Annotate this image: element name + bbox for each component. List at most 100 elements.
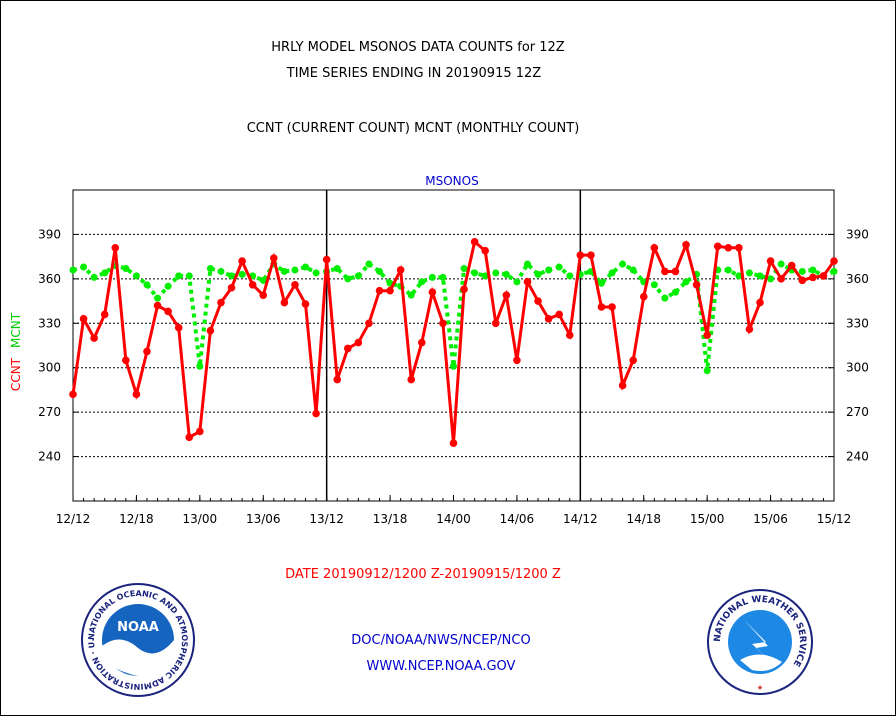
ccnt-point: [386, 286, 394, 295]
ccnt-point: [344, 344, 352, 353]
y-tick-label: 240: [846, 450, 869, 464]
plot-area: [72, 189, 835, 502]
ccnt-point: [724, 243, 733, 252]
noaa-logo-icon: NATIONAL OCEANIC AND ATMOSPHERIC ADMINIS…: [0, 0, 195, 697]
panel-label: MSONOS: [425, 174, 478, 188]
ccnt-point: [79, 315, 88, 323]
mcnt-point: [101, 269, 109, 277]
mcnt-point: [122, 264, 130, 272]
ccnt-point: [798, 276, 807, 285]
mcnt-point: [513, 278, 521, 286]
x-tick-label: 15/12: [817, 512, 852, 526]
ccnt-point: [491, 319, 500, 328]
ccnt-point: [111, 243, 120, 252]
mcnt-point: [90, 273, 98, 281]
mcnt-point: [735, 272, 743, 280]
y-tick-label: 240: [38, 450, 61, 464]
mcnt-point: [650, 281, 658, 289]
ccnt-point: [354, 338, 363, 347]
mcnt-point: [619, 260, 627, 268]
ccnt-point: [682, 240, 690, 249]
ccnt-point: [544, 315, 553, 323]
mcnt-point: [132, 272, 140, 280]
chart-note: CCNT (CURRENT COUNT) MCNT (MONTHLY COUNT…: [247, 121, 580, 136]
mcnt-point: [798, 267, 806, 275]
x-tick-label: 12/18: [119, 512, 154, 526]
ccnt-point: [713, 242, 722, 251]
ccnt-point: [174, 323, 183, 332]
ccnt-point: [417, 338, 426, 347]
mcnt-point: [450, 362, 457, 370]
x-tick-label: 13/06: [246, 512, 281, 526]
y-tick-label: 270: [846, 405, 869, 419]
mcnt-point: [196, 362, 204, 370]
mcnt-point: [175, 272, 183, 280]
svg-text:NATIONAL OCEANIC AND ATMOSPHER: NATIONAL OCEANIC AND ATMOSPHERIC ADMINIS…: [0, 0, 189, 691]
x-tick-label: 13/00: [183, 512, 218, 526]
mcnt-point: [830, 267, 838, 275]
mcnt-point: [206, 264, 214, 272]
y-tick-label: 360: [38, 272, 61, 286]
mcnt-point: [460, 264, 468, 272]
y-tick-label: 330: [38, 316, 61, 330]
mcnt-point: [597, 279, 605, 287]
ccnt-point: [185, 433, 194, 442]
mcnt-point: [365, 260, 373, 268]
mcnt-point: [523, 260, 531, 268]
mcnt-point: [767, 275, 775, 283]
ccnt-point: [692, 280, 701, 289]
series-ccnt: [69, 238, 838, 448]
x-axis-label: DATE 20190912/1200 Z-20190915/1200 Z: [285, 567, 561, 582]
ccnt-point: [629, 356, 637, 365]
ccnt-point: [206, 326, 215, 335]
y-tick-label: 300: [846, 361, 869, 375]
ccnt-point: [639, 292, 648, 301]
mcnt-point: [724, 266, 732, 274]
ccnt-point: [502, 291, 511, 299]
x-tick-label: 14/06: [500, 512, 535, 526]
mcnt-point: [333, 264, 341, 272]
mcnt-point: [280, 267, 288, 275]
mcnt-point: [545, 266, 553, 274]
x-tick-label: 14/12: [563, 512, 598, 526]
mcnt-point: [428, 273, 436, 281]
ccnt-point: [819, 272, 828, 280]
ccnt-point: [259, 291, 268, 299]
y-tick-label: 390: [38, 227, 61, 241]
ccnt-point: [365, 319, 373, 328]
mcnt-point: [312, 269, 320, 277]
ccnt-point: [587, 251, 595, 259]
mcnt-point: [439, 273, 447, 281]
ccnt-point: [153, 301, 162, 310]
mcnt-point: [661, 294, 669, 302]
ccnt-point: [576, 251, 585, 259]
x-tick-label: 14/18: [626, 512, 661, 526]
ccnt-point: [597, 303, 606, 311]
mcnt-point: [228, 272, 236, 280]
ylabel-ccnt: CCNT: [9, 357, 23, 391]
mcnt-point: [407, 291, 415, 299]
y-tick-label: 270: [38, 405, 61, 419]
ccnt-point: [534, 297, 542, 305]
x-axis: 12/12 12/18 13/00 13/06 13/12 13/18 14/00 14/06…: [56, 495, 852, 526]
chart-title: HRLY MODEL MSONOS DATA COUNTS for 12Z: [271, 40, 565, 55]
ccnt-point: [375, 286, 384, 295]
ccnt-point: [608, 303, 616, 311]
ylabel-mcnt: MCNT: [9, 312, 23, 348]
y-axis-right: 240 270 300 330 360 390: [828, 227, 869, 464]
ccnt-point: [90, 334, 98, 342]
footer-url[interactable]: WWW.NCEP.NOAA.GOV: [367, 659, 516, 674]
mcnt-point: [164, 282, 172, 290]
x-tick-label: 15/06: [753, 512, 788, 526]
mcnt-point: [302, 263, 310, 271]
ccnt-point: [460, 285, 468, 294]
ccnt-point: [312, 409, 320, 418]
x-tick-label: 13/18: [373, 512, 408, 526]
mcnt-point: [143, 281, 151, 289]
mcnt-point: [745, 269, 753, 277]
x-tick-label: 13/12: [309, 512, 344, 526]
x-tick-label: 14/00: [436, 512, 471, 526]
ccnt-point: [766, 257, 775, 265]
mcnt-point: [492, 269, 500, 277]
ccnt-point: [301, 300, 310, 308]
